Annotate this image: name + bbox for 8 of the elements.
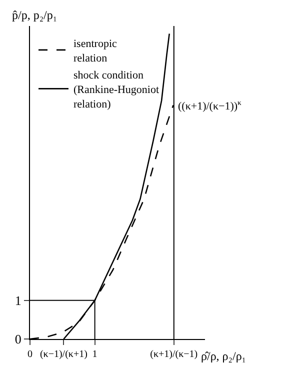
y-axis-title: p̂/p, p₂/p₁ xyxy=(12,8,58,22)
annotation: ((κ+1)/(κ−1))$^{κ}$ xyxy=(178,98,242,113)
legend-label: shock condition (Rankine-Hugoniot relation) xyxy=(74,70,160,110)
x-tick-label: 1 xyxy=(92,349,98,360)
x-tick-label: (κ+1)/(κ−1) xyxy=(150,349,198,360)
x-tick-label: 0 xyxy=(28,349,32,360)
x-axis-title: ρ̂/ρ, ρ₂/ρ₁ xyxy=(201,349,246,363)
x-tick-label: (κ−1)/(κ+1) xyxy=(40,349,88,360)
